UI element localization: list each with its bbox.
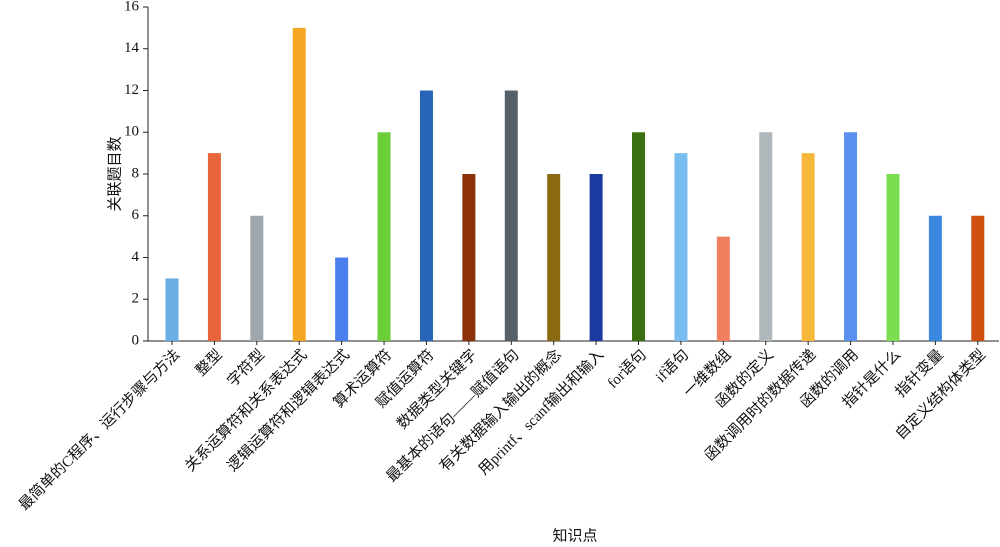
- bar: [292, 27, 306, 341]
- y-axis-title: 关联题目数: [106, 136, 123, 211]
- y-tick-label: 14: [124, 40, 140, 56]
- bar: [419, 90, 433, 341]
- bar: [801, 153, 815, 341]
- y-tick-label: 8: [132, 165, 140, 181]
- y-tick-label: 16: [124, 0, 140, 14]
- bar: [207, 153, 221, 341]
- bar: [716, 236, 730, 341]
- y-tick-label: 12: [124, 82, 139, 98]
- y-tick-label: 10: [124, 124, 139, 140]
- bar: [971, 215, 985, 341]
- y-tick-label: 6: [132, 207, 140, 223]
- bar: [250, 215, 264, 341]
- bar: [886, 174, 900, 341]
- bar: [674, 153, 688, 341]
- x-tick-label: 整型: [192, 346, 225, 379]
- x-tick-label: if语句: [652, 346, 692, 386]
- x-axis-title: 知识点: [552, 527, 597, 544]
- y-tick-label: 2: [132, 291, 140, 307]
- bar: [165, 278, 179, 341]
- bar: [377, 132, 391, 341]
- x-tick-label: for语句: [604, 346, 650, 392]
- x-tick-label: 数据类型关键字: [394, 346, 480, 432]
- bar: [335, 257, 349, 341]
- bar: [844, 132, 858, 341]
- bar: [928, 215, 942, 341]
- bar: [504, 90, 518, 341]
- bar: [632, 132, 646, 341]
- x-tick-label: 最简单的C程序、运行步骤与方法: [16, 346, 184, 514]
- bar: [759, 132, 773, 341]
- bar: [462, 174, 476, 341]
- bar: [547, 174, 561, 341]
- bar: [589, 174, 603, 341]
- y-tick-label: 0: [132, 332, 140, 348]
- y-tick-label: 4: [132, 249, 140, 265]
